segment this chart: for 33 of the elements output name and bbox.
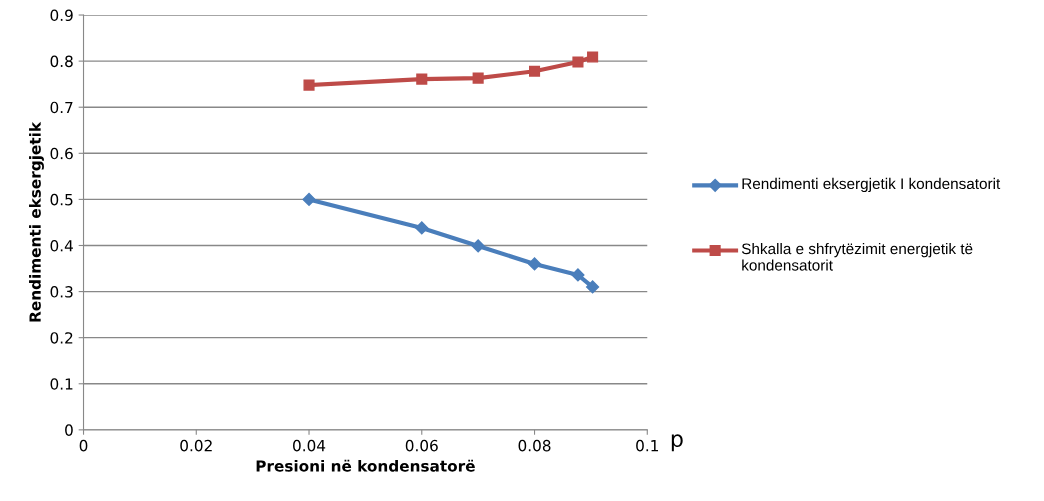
point <box>572 56 584 68</box>
x-tick-label: 0.06 <box>405 439 438 452</box>
x-axis-title: Presioni në kondensatorë <box>256 459 475 472</box>
y-tick-label: 0.4 <box>50 239 73 252</box>
x-tick-label: 0.02 <box>180 439 212 452</box>
x-tick-label: 0.04 <box>293 439 326 452</box>
point <box>303 79 315 91</box>
y-tick-label: 0.1 <box>50 378 73 390</box>
point <box>528 65 541 77</box>
point <box>571 268 585 282</box>
point <box>527 257 542 271</box>
point <box>416 73 428 85</box>
x-tick-label: 0.08 <box>518 439 551 452</box>
y-tick-label: 0.6 <box>50 147 73 160</box>
legend-label: Shkalla e shfrytëzimit energjetik të kondensatorit <box>741 242 973 271</box>
y-axis-title: Rendimenti eksergjetik <box>29 121 44 322</box>
point <box>415 221 429 235</box>
y-tick-label: 0.3 <box>50 286 73 298</box>
y-tick-label: 0.7 <box>50 101 73 114</box>
point <box>587 51 599 63</box>
y-tick-label: 0 <box>65 424 73 436</box>
x-tick-label: 0 <box>79 439 88 452</box>
y-tick-label: 0.5 <box>50 193 73 206</box>
y-tick-label: 0.2 <box>50 332 73 344</box>
x-tick-label: 0.1 <box>636 439 659 452</box>
point <box>586 280 600 294</box>
point <box>302 192 316 206</box>
y-tick-label: 0.9 <box>50 9 73 22</box>
y-tick-label: 0.8 <box>50 55 73 68</box>
legend-label: Rendimenti eksergjetik I kondensatorit <box>742 177 1001 193</box>
point <box>471 239 485 253</box>
point <box>472 72 484 84</box>
text: p <box>671 434 683 452</box>
